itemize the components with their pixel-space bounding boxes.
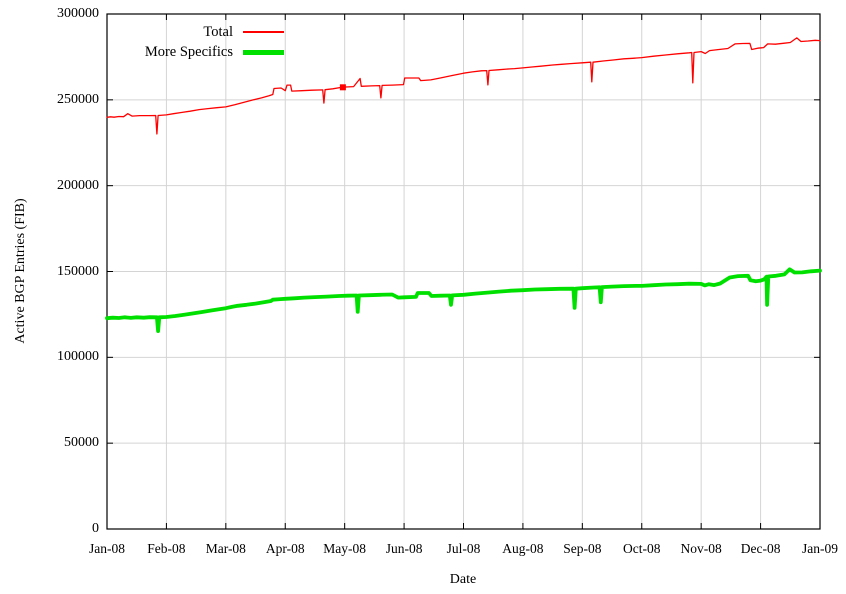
y-tick-label: 0 [92,521,99,536]
x-tick-label: Aug-08 [502,541,544,556]
x-tick-label: Jul-08 [446,541,481,556]
x-tick-label: Mar-08 [205,541,246,556]
series-line-more-specifics [105,267,822,334]
series-line-total [106,37,821,135]
x-tick-label: Sep-08 [563,541,602,556]
y-tick-label: 150000 [57,263,99,279]
data-marker-square [339,84,346,91]
y-tick-label: 50000 [64,435,99,451]
x-tick-label: May-08 [323,541,367,556]
x-tick-label: Jun-08 [385,541,423,556]
y-tick-label: 250000 [57,91,99,107]
x-tick-label: Feb-08 [147,541,186,556]
x-tick-label: Jan-08 [89,541,125,556]
legend-line-sample-total [243,31,284,33]
x-tick-label: Apr-08 [265,541,305,556]
legend-label-total: Total [203,23,233,40]
legend: Total More Specifics [0,22,284,62]
y-tick-label: 300000 [57,6,99,21]
legend-line-sample-more-specifics [243,49,284,55]
y-tick-label: 100000 [57,349,99,365]
y-tick-label: 200000 [57,177,99,193]
legend-item-more-specifics: More Specifics [0,42,284,62]
x-tick-label: Dec-08 [740,541,781,556]
x-axis-title: Date [449,572,477,587]
x-tick-label: Jan-09 [802,541,838,556]
legend-item-total: Total [0,22,284,42]
legend-label-more-specifics: More Specifics [144,43,233,60]
x-tick-label: Nov-08 [680,541,722,556]
x-tick-label: Oct-08 [623,541,661,556]
